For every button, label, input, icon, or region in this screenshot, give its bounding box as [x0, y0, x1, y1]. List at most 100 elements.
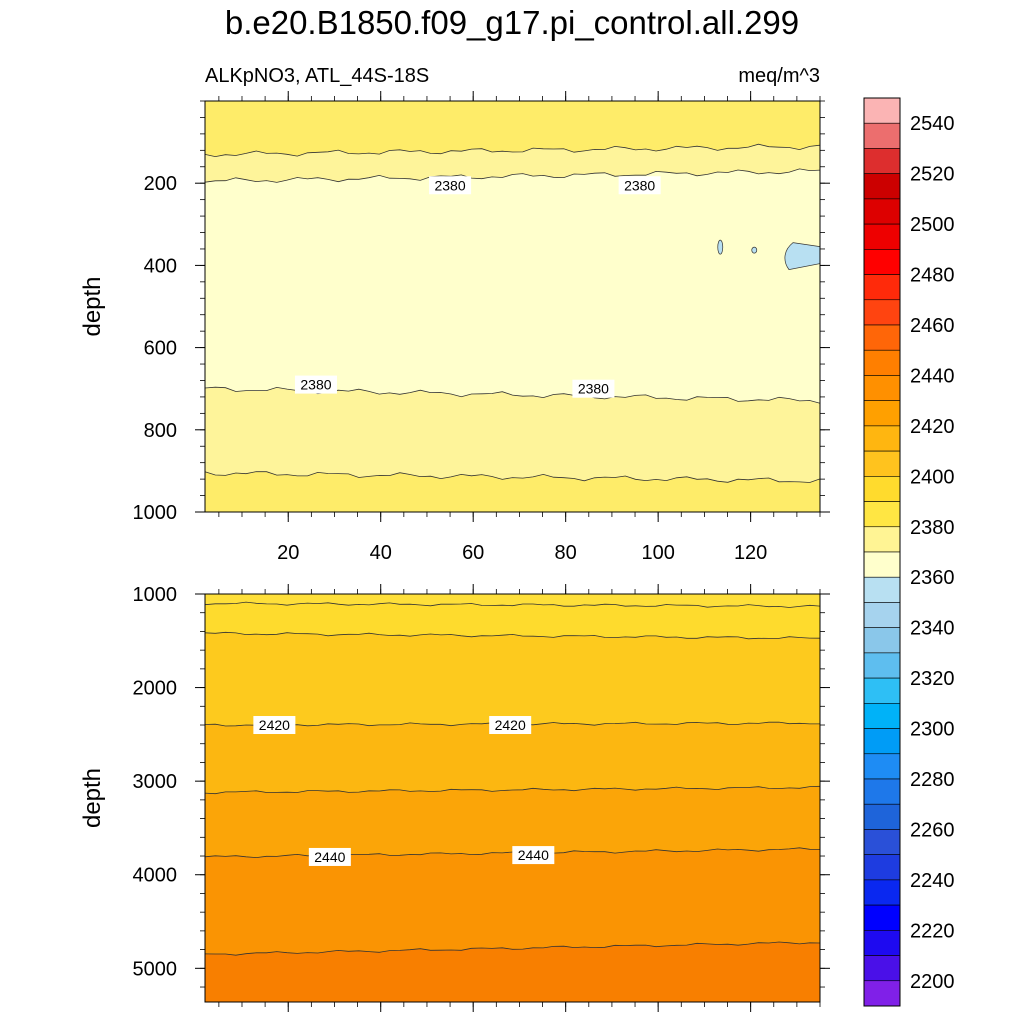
- y-axis-label: depth: [79, 768, 106, 828]
- colorbar-swatch: [863, 829, 901, 855]
- anomaly-patch: [784, 242, 821, 271]
- contour-line: [204, 471, 821, 483]
- colorbar-swatch: [863, 122, 901, 149]
- colorbar: 2540 2520 2500 2480 2460 2440 2420 2400 2380 2360…: [863, 97, 955, 1007]
- contour-line: [204, 631, 821, 640]
- colorbar-swatch: [863, 576, 901, 603]
- colorbar-label: 2480: [910, 265, 955, 287]
- colorbar-frame: [863, 97, 901, 1007]
- contour-band: [205, 786, 820, 858]
- y-tick-label: 3000: [133, 771, 178, 793]
- anomaly-patch: [751, 246, 758, 254]
- colorbar-swatch: [863, 627, 901, 654]
- colorbar-swatch: [863, 198, 901, 225]
- colorbar-swatch: [863, 652, 901, 679]
- colorbar-swatch: [863, 223, 901, 250]
- contour-label-bg: [572, 379, 615, 398]
- colorbar-label: 2340: [910, 618, 955, 640]
- colorbar-swatch: [863, 349, 901, 376]
- colorbar-swatch: [863, 324, 901, 351]
- y-tick-label: 800: [144, 420, 177, 442]
- contour-line: [204, 168, 821, 183]
- colorbar-swatch: [863, 677, 901, 704]
- colorbar-swatch: [863, 728, 901, 755]
- colorbar-swatch: [863, 375, 901, 401]
- y-tick-label: 5000: [133, 958, 178, 980]
- colorbar-label: 2440: [910, 365, 955, 387]
- contour-band: [205, 144, 820, 183]
- contour-label-bg: [512, 846, 555, 865]
- colorbar-label: 2400: [910, 466, 955, 488]
- contour-line: [204, 601, 821, 608]
- contour-band: [205, 847, 820, 956]
- upper-panel: 2380 2380 2380 2380 200 400 600 800 1000 20 40 60 80…: [79, 91, 830, 564]
- contour-line: [204, 143, 821, 158]
- contour-band: [205, 722, 820, 794]
- colorbar-swatch: [863, 476, 901, 502]
- lower-panel: 2420 2420 2440 2440 1000 2000 3000 4000 5000 dept…: [79, 584, 830, 1012]
- colorbar-swatch: [863, 551, 901, 578]
- colorbar-swatch: [863, 930, 901, 956]
- colorbar-swatch: [863, 854, 901, 881]
- contour-label: 2380: [624, 177, 655, 193]
- colorbar-swatch: [863, 97, 901, 124]
- colorbar-label: 2260: [910, 819, 955, 841]
- y-tick-label: 1000: [133, 502, 178, 524]
- plot-frame: [204, 593, 821, 1003]
- contour-label: 2380: [300, 377, 331, 393]
- colorbar-swatch: [863, 803, 901, 830]
- x-tick-label: 40: [370, 542, 392, 564]
- colorbar-swatch: [863, 450, 901, 477]
- subtitle-left: ALKpNO3, ATL_44S-18S: [205, 65, 429, 87]
- anomaly-patch: [717, 239, 724, 255]
- colorbar-swatch: [863, 879, 901, 906]
- colorbar-label: 2280: [910, 769, 955, 791]
- colorbar-label: 2220: [910, 920, 955, 942]
- x-tick-label: 100: [641, 542, 674, 564]
- subtitle-right: meq/m^3: [738, 65, 820, 87]
- contour-label: 2440: [518, 847, 549, 863]
- colorbar-label: 2200: [910, 971, 955, 993]
- x-tick-label: 20: [277, 542, 299, 564]
- colorbar-label: 2520: [910, 164, 955, 186]
- contour-label-bg: [253, 716, 296, 735]
- x-tick-label: 60: [462, 542, 484, 564]
- contour-label: 2380: [578, 381, 609, 397]
- colorbar-swatch: [863, 955, 901, 982]
- x-tick-label: 80: [555, 542, 577, 564]
- colorbar-swatch: [863, 249, 901, 275]
- contour-label-bg: [489, 716, 532, 735]
- colorbar-swatch: [863, 425, 901, 452]
- contour-band: [205, 387, 820, 483]
- plot-frame: [204, 100, 821, 513]
- y-tick-label: 200: [144, 173, 177, 195]
- contour-band: [205, 632, 820, 726]
- colorbar-label: 2420: [910, 416, 955, 438]
- colorbar-swatch: [863, 904, 901, 931]
- colorbar-swatch: [863, 602, 901, 628]
- y-tick-label: 2000: [133, 678, 178, 700]
- contour-band: [205, 942, 820, 1002]
- contour-label-bg: [618, 176, 661, 195]
- y-tick-label: 400: [144, 255, 177, 277]
- colorbar-swatch: [863, 299, 901, 326]
- colorbar-swatch: [863, 703, 901, 729]
- colorbar-swatch: [863, 753, 901, 780]
- figure-title: b.e20.B1850.f09_g17.pi_control.all.299: [224, 4, 800, 41]
- colorbar-label: 2540: [910, 113, 955, 135]
- contour-label: 2420: [259, 717, 290, 733]
- colorbar-swatch: [863, 274, 901, 301]
- colorbar-label: 2460: [910, 315, 955, 337]
- contour-label: 2440: [314, 849, 345, 865]
- contour-band: [205, 471, 820, 512]
- y-tick-label: 600: [144, 338, 177, 360]
- contour-label-bg: [294, 375, 337, 394]
- contour-line: [204, 785, 821, 795]
- contour-band: [205, 101, 820, 157]
- colorbar-label: 2380: [910, 517, 955, 539]
- contour-label: 2420: [495, 717, 526, 733]
- colorbar-swatch: [863, 148, 901, 174]
- contour-label: 2380: [434, 177, 465, 193]
- colorbar-swatch: [863, 400, 901, 427]
